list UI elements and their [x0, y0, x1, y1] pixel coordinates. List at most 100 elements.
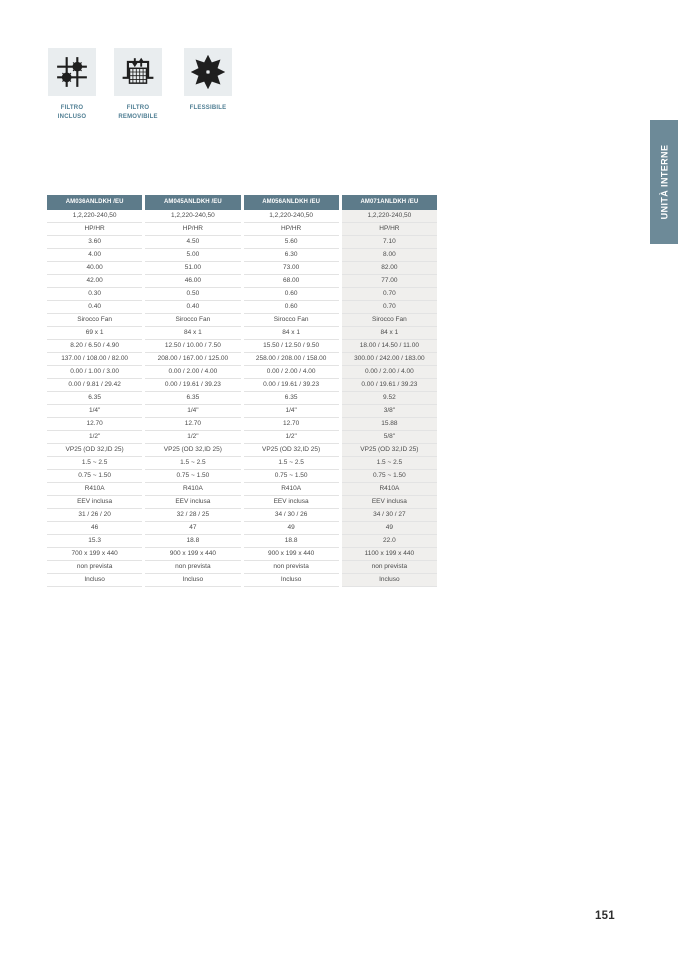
table-cell: 0.60	[243, 288, 339, 301]
table-cell: 12.50 / 10.00 / 7.50	[145, 340, 241, 353]
table-cell: 3.60	[47, 236, 143, 249]
table-cell: HP/HR	[145, 223, 241, 236]
table-cell: 0.75 ~ 1.50	[47, 470, 143, 483]
table-cell: 0.40	[145, 301, 241, 314]
table-cell: 40.00	[47, 262, 143, 275]
table-cell: 34 / 30 / 27	[341, 509, 437, 522]
table-cell: Incluso	[243, 574, 339, 587]
column-header-am036: AM036ANLDKH /EU	[47, 195, 143, 210]
filter-included-icon	[48, 48, 96, 96]
table-cell: 0.75 ~ 1.50	[341, 470, 437, 483]
table-cell: 0.75 ~ 1.50	[243, 470, 339, 483]
table-cell: 300.00 / 242.00 / 183.00	[341, 353, 437, 366]
spec-table: AM036ANLDKH /EU AM045ANLDKH /EU AM056ANL…	[47, 195, 437, 587]
table-cell: 47	[145, 522, 241, 535]
column-header-am045: AM045ANLDKH /EU	[145, 195, 241, 210]
table-cell: 84 x 1	[243, 327, 339, 340]
table-cell: Incluso	[47, 574, 143, 587]
table-cell: Incluso	[341, 574, 437, 587]
table-cell: 0.00 / 2.00 / 4.00	[145, 366, 241, 379]
table-cell: 1,2,220-240,50	[341, 210, 437, 223]
table-cell: 5.60	[243, 236, 339, 249]
table-cell: 9.52	[341, 392, 437, 405]
table-cell: HP/HR	[47, 223, 143, 236]
table-cell: 69 x 1	[47, 327, 143, 340]
table-cell: 0.50	[145, 288, 241, 301]
table-cell: 82.00	[341, 262, 437, 275]
table-cell: 42.00	[47, 275, 143, 288]
table-cell: VP25 (OD 32,ID 25)	[145, 444, 241, 457]
table-cell: 84 x 1	[145, 327, 241, 340]
table-cell: EEV inclusa	[243, 496, 339, 509]
table-cell: R410A	[145, 483, 241, 496]
table-cell: R410A	[47, 483, 143, 496]
table-cell: EEV inclusa	[145, 496, 241, 509]
table-cell: 258.00 / 208.00 / 158.00	[243, 353, 339, 366]
table-cell: VP25 (OD 32,ID 25)	[341, 444, 437, 457]
table-cell: non prevista	[243, 561, 339, 574]
table-cell: 12.70	[47, 418, 143, 431]
feature-icon-row: FILTRO INCLUSO FILTRO REMOVIBILE	[48, 48, 232, 123]
table-cell: 0.40	[47, 301, 143, 314]
flexible-icon	[184, 48, 232, 96]
page-number: 151	[595, 910, 615, 922]
table-cell: Incluso	[145, 574, 241, 587]
table-cell: 1/4"	[145, 405, 241, 418]
feature-label-flexible: FLESSIBILE	[189, 105, 227, 111]
table-cell: 84 x 1	[341, 327, 437, 340]
table-cell: 46.00	[145, 275, 241, 288]
table-cell: 49	[243, 522, 339, 535]
table-cell: 1.5 ~ 2.5	[145, 457, 241, 470]
table-cell: Sirocco Fan	[47, 314, 143, 327]
table-cell: 1/2"	[47, 431, 143, 444]
table-cell: 1100 x 199 x 440	[341, 548, 437, 561]
table-cell: 0.70	[341, 288, 437, 301]
table-cell: 208.00 / 167.00 / 125.00	[145, 353, 241, 366]
table-cell: Sirocco Fan	[341, 314, 437, 327]
table-cell: 12.70	[145, 418, 241, 431]
table-cell: 3/8"	[341, 405, 437, 418]
table-cell: 18.00 / 14.50 / 11.00	[341, 340, 437, 353]
table-cell: 46	[47, 522, 143, 535]
table-cell: 1.5 ~ 2.5	[243, 457, 339, 470]
table-cell: 31 / 26 / 20	[47, 509, 143, 522]
table-cell: HP/HR	[341, 223, 437, 236]
table-cell: 0.00 / 2.00 / 4.00	[341, 366, 437, 379]
table-cell: VP25 (OD 32,ID 25)	[243, 444, 339, 457]
table-cell: 32 / 28 / 25	[145, 509, 241, 522]
feature-label-filter-removable: FILTRO REMOVIBILE	[118, 105, 158, 121]
table-cell: 22.0	[341, 535, 437, 548]
table-cell: 12.70	[243, 418, 339, 431]
table-cell: 68.00	[243, 275, 339, 288]
table-cell: 700 x 199 x 440	[47, 548, 143, 561]
table-cell: 0.00 / 19.61 / 39.23	[145, 379, 241, 392]
table-cell: 0.70	[341, 301, 437, 314]
table-cell: non prevista	[341, 561, 437, 574]
column-header-am056: AM056ANLDKH /EU	[243, 195, 339, 210]
table-cell: 6.35	[243, 392, 339, 405]
table-cell: HP/HR	[243, 223, 339, 236]
table-cell: 1.5 ~ 2.5	[47, 457, 143, 470]
table-cell: 137.00 / 108.00 / 82.00	[47, 353, 143, 366]
table-cell: 6.35	[145, 392, 241, 405]
table-cell: 0.00 / 19.61 / 39.23	[243, 379, 339, 392]
table-cell: 900 x 199 x 440	[243, 548, 339, 561]
table-cell: 1/4"	[47, 405, 143, 418]
table-cell: 73.00	[243, 262, 339, 275]
table-cell: R410A	[243, 483, 339, 496]
feature-filter-removable: FILTRO REMOVIBILE	[114, 48, 162, 123]
table-cell: 4.50	[145, 236, 241, 249]
table-cell: 15.50 / 12.50 / 9.50	[243, 340, 339, 353]
table-cell: 0.00 / 9.81 / 29.42	[47, 379, 143, 392]
table-cell: 8.00	[341, 249, 437, 262]
table-cell: 1/2"	[243, 431, 339, 444]
table-cell: 1/4"	[243, 405, 339, 418]
table-cell: 49	[341, 522, 437, 535]
feature-flexible: FLESSIBILE	[184, 48, 232, 123]
table-cell: 8.20 / 6.50 / 4.90	[47, 340, 143, 353]
table-cell: 0.00 / 19.61 / 39.23	[341, 379, 437, 392]
table-cell: EEV inclusa	[341, 496, 437, 509]
table-cell: 0.00 / 1.00 / 3.00	[47, 366, 143, 379]
table-cell: 1,2,220-240,50	[243, 210, 339, 223]
